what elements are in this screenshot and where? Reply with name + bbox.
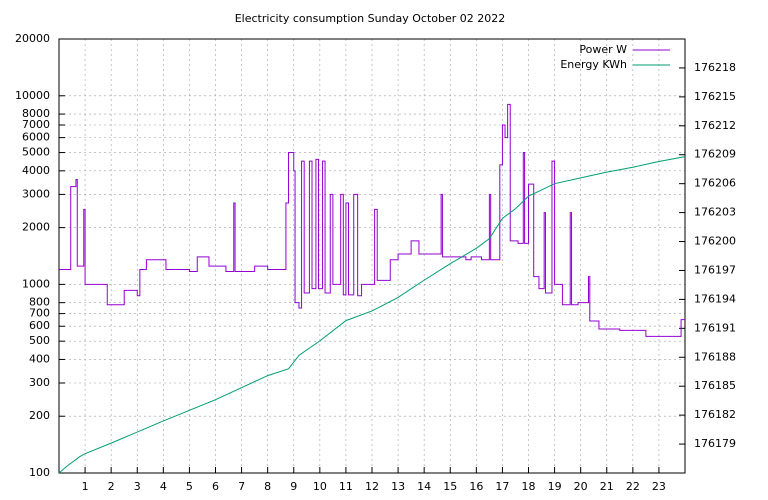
y2-tick-label: 176191 <box>694 321 736 334</box>
y2-tick-label: 176185 <box>694 379 736 392</box>
y-tick-label: 4000 <box>22 164 50 177</box>
y2-tick-label: 176203 <box>694 206 736 219</box>
y2-tick-label: 176179 <box>694 437 736 450</box>
x-tick-label: 18 <box>522 480 536 493</box>
series-line <box>58 156 686 474</box>
x-tick-label: 1 <box>82 480 89 493</box>
x-tick-label: 5 <box>186 480 193 493</box>
x-tick-label: 14 <box>417 480 431 493</box>
y-tick-label: 8000 <box>22 107 50 120</box>
y2-tick-label: 176215 <box>694 90 736 103</box>
y-tick-label: 700 <box>29 307 50 320</box>
x-tick-label: 12 <box>365 480 379 493</box>
x-tick-label: 21 <box>600 480 614 493</box>
y2-tick-label: 176209 <box>694 148 736 161</box>
y2-tick-label: 176212 <box>694 119 736 132</box>
y-tick-label: 7000 <box>22 118 50 131</box>
x-tick-label: 2 <box>108 480 115 493</box>
y2-tick-label: 176182 <box>694 408 736 421</box>
y-tick-label: 1000 <box>22 277 50 290</box>
y2-tick-label: 176194 <box>694 292 736 305</box>
y-tick-label: 5000 <box>22 146 50 159</box>
y-tick-label: 600 <box>29 319 50 332</box>
x-tick-label: 9 <box>290 480 297 493</box>
y2-tick-label: 176206 <box>694 177 736 190</box>
chart-title: Electricity consumption Sunday October 0… <box>235 12 506 25</box>
y-tick-label: 300 <box>29 376 50 389</box>
x-tick-label: 13 <box>391 480 405 493</box>
x-tick-label: 17 <box>495 480 509 493</box>
x-tick-label: 20 <box>574 480 588 493</box>
x-tick-label: 3 <box>134 480 141 493</box>
x-tick-label: 15 <box>443 480 457 493</box>
y2-tick-label: 176200 <box>694 235 736 248</box>
y-tick-label: 20000 <box>15 32 50 45</box>
series-line <box>59 103 685 337</box>
x-tick-label: 16 <box>469 480 483 493</box>
y-tick-label: 500 <box>29 334 50 347</box>
y-tick-label: 800 <box>29 296 50 309</box>
plot-border <box>58 38 686 474</box>
y-tick-label: 200 <box>29 409 50 422</box>
y-tick-label: 100 <box>29 466 50 479</box>
x-tick-label: 4 <box>160 480 167 493</box>
y-tick-label: 2000 <box>22 221 50 234</box>
x-tick-label: 22 <box>626 480 640 493</box>
y-tick-label: 400 <box>29 352 50 365</box>
x-tick-label: 19 <box>548 480 562 493</box>
y2-tick-label: 176197 <box>694 263 736 276</box>
x-tick-label: 6 <box>212 480 219 493</box>
legend-label: Energy KWh <box>560 58 627 71</box>
y-tick-label: 3000 <box>22 187 50 200</box>
x-tick-label: 7 <box>238 480 245 493</box>
x-tick-label: 8 <box>264 480 271 493</box>
x-tick-label: 10 <box>313 480 327 493</box>
y-tick-label: 10000 <box>15 89 50 102</box>
y2-tick-label: 176218 <box>694 61 736 74</box>
legend-label: Power W <box>579 43 627 56</box>
y-tick-label: 6000 <box>22 131 50 144</box>
x-tick-label: 11 <box>339 480 353 493</box>
y2-tick-label: 176188 <box>694 350 736 363</box>
x-tick-label: 23 <box>652 480 666 493</box>
